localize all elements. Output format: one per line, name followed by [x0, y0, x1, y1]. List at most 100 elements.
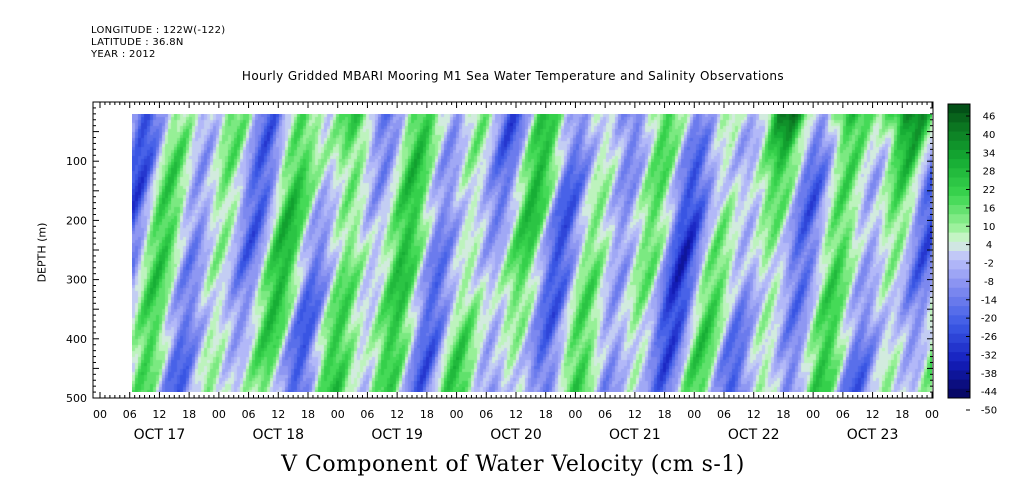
colorbar-label: 46: [983, 112, 996, 123]
colorbar-segment: [948, 269, 970, 279]
x-hour-label: 00: [806, 408, 820, 421]
x-hour-label: 00: [450, 408, 464, 421]
x-axis-label: V Component of Water Velocity (cm s-1): [281, 452, 745, 477]
x-hour-label: 18: [658, 408, 672, 421]
colorbar-label: 34: [983, 148, 996, 159]
colorbar-label: -26: [981, 332, 997, 343]
x-day-label: OCT 23: [847, 427, 899, 443]
x-hour-label: 18: [776, 408, 790, 421]
colorbar-segment: [948, 232, 970, 243]
colorbar-label: 16: [983, 203, 996, 214]
chart-title: Hourly Gridded MBARI Mooring M1 Sea Wate…: [241, 69, 785, 83]
colorbar-label: 22: [983, 185, 996, 196]
x-hour-label: 18: [182, 408, 196, 421]
x-hour-label: 18: [420, 408, 434, 421]
colorbar-label: 10: [983, 222, 996, 233]
x-hour-label: 06: [123, 408, 137, 421]
colorbar-segment: [948, 296, 970, 307]
x-hour-label: 00: [93, 408, 107, 421]
x-day-label: OCT 19: [371, 427, 423, 443]
y-tick-label: 500: [66, 392, 87, 405]
x-hour-label: 00: [687, 408, 701, 421]
colorbar-segment: [948, 223, 970, 234]
colorbar-label: 28: [983, 167, 996, 178]
colorbar-segment: [948, 251, 970, 261]
colorbar-segment: [948, 342, 970, 353]
colorbar-segment: [948, 287, 970, 298]
colorbar-segment: [948, 361, 970, 371]
heatmap-image: [132, 114, 932, 392]
x-hour-label: 12: [271, 408, 285, 421]
x-hour-label: 12: [390, 408, 404, 421]
colorbar-segment: [948, 159, 970, 169]
x-hour-label: 00: [212, 408, 226, 421]
colorbar-label: -20: [981, 314, 997, 325]
x-hour-label: 06: [717, 408, 731, 421]
x-hour-label: 06: [836, 408, 850, 421]
colorbar-label: -2: [984, 259, 994, 270]
colorbar-segment: [948, 352, 970, 362]
y-tick-label: 200: [66, 214, 87, 227]
colorbar-segment: [948, 306, 970, 316]
colorbar-segment: [948, 241, 970, 252]
x-hour-label: 12: [509, 408, 523, 421]
heatmap-field: [132, 114, 932, 392]
colorbar-segment: [948, 195, 970, 206]
x-hour-label: 06: [598, 408, 612, 421]
x-day-label: OCT 20: [490, 427, 542, 443]
colorbar-segment: [948, 177, 970, 188]
colorbar-label: -50: [981, 406, 997, 417]
colorbar-segment: [948, 333, 970, 344]
x-hour-label: 12: [152, 408, 166, 421]
colorbar-label: -32: [981, 350, 997, 361]
colorbar-label: -38: [981, 369, 997, 380]
y-tick-label: 300: [66, 274, 87, 287]
x-hour-label: 12: [866, 408, 880, 421]
x-hour-label: 06: [479, 408, 493, 421]
colorbar-segment: [948, 168, 970, 178]
colorbar-segment: [948, 104, 970, 114]
x-axis: 00 06 12 18 00 06 12 18 00 06 12 18 00 06 12 18 00 06 12 18…: [93, 102, 939, 443]
colorbar-label: -44: [981, 387, 997, 398]
colorbar-segment: [948, 149, 970, 160]
colorbar-segment: [948, 379, 970, 390]
colorbar-label: 40: [983, 130, 996, 141]
x-hour-label: 12: [747, 408, 761, 421]
latitude-label: LATITUDE : 36.8N: [91, 37, 184, 48]
colorbar-segment: [948, 205, 970, 215]
year-label: YEAR : 2012: [91, 49, 156, 60]
colorbar-segment: [948, 131, 970, 142]
colorbar-segment: [948, 324, 970, 335]
colorbar-segment: [948, 113, 970, 123]
x-hour-label: 12: [628, 408, 642, 421]
x-hour-label: 06: [360, 408, 374, 421]
colorbar-segment: [948, 388, 970, 399]
x-hour-label: 18: [539, 408, 553, 421]
colorbar-segment: [948, 315, 970, 325]
colorbar-segment: [948, 122, 970, 132]
colorbar-label: -8: [984, 277, 994, 288]
colorbar-segment: [948, 370, 970, 381]
x-day-label: OCT 22: [728, 427, 780, 443]
x-hour-label: 00: [925, 408, 939, 421]
colorbar: 46 40 34 28 22 16 10 4 -2 -8 -14 -20 -26 -32 -38 -44 -50: [947, 103, 997, 417]
y-tick-label: 400: [66, 333, 87, 346]
colorbar-segment: [948, 186, 970, 197]
x-day-label: OCT 21: [609, 427, 661, 443]
y-tick-label: 100: [66, 155, 87, 168]
x-day-label: OCT 17: [134, 427, 186, 443]
colorbar-segment: [948, 214, 970, 224]
colorbar-label: 4: [986, 240, 992, 251]
x-hour-label: 06: [242, 408, 256, 421]
x-hour-label: 18: [895, 408, 909, 421]
x-hour-label: 00: [331, 408, 345, 421]
x-hour-label: 18: [301, 408, 315, 421]
x-day-label: OCT 18: [252, 427, 304, 443]
colorbar-frame: [947, 103, 971, 399]
colorbar-segment: [948, 260, 970, 270]
colorbar-segment: [948, 278, 970, 289]
x-hour-label: 00: [568, 408, 582, 421]
colorbar-segment: [948, 140, 970, 151]
colorbar-label: -14: [981, 295, 997, 306]
